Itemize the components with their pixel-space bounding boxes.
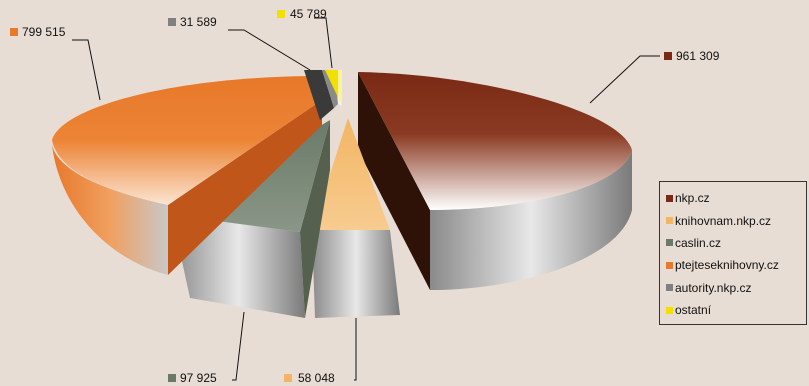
slice-nkp-cz bbox=[358, 72, 632, 290]
leader-line-kn bbox=[354, 318, 357, 381]
legend-label: nkp.cz bbox=[675, 191, 710, 206]
legend-swatch bbox=[666, 217, 673, 225]
legend-swatch bbox=[666, 261, 673, 269]
legend-item-ptejteseknihovny: ptejteseknihovny.cz bbox=[666, 254, 802, 276]
leader-line-nkp bbox=[589, 55, 660, 104]
legend-label: autority.nkp.cz bbox=[675, 280, 752, 295]
data-label-nkp: 961 309 bbox=[664, 49, 720, 63]
slice-ostatni bbox=[325, 70, 342, 106]
legend-item-knihovnam: knihovnam.nkp.cz bbox=[666, 209, 802, 231]
leader-line-pte bbox=[72, 39, 101, 101]
data-label-ostatni: 45 789 bbox=[277, 7, 327, 21]
data-label-ptejteseknihovny: 799 515 bbox=[10, 25, 66, 39]
leader-line-aut bbox=[228, 29, 311, 71]
legend-item-nkp: nkp.cz bbox=[666, 187, 802, 209]
legend-swatch bbox=[666, 306, 673, 314]
slice-ptejteseknihovny-cz bbox=[52, 76, 322, 275]
legend-label: ptejteseknihovny.cz bbox=[675, 258, 779, 273]
legend-item-ostatni: ostatní bbox=[666, 299, 802, 321]
slice-knihovnam-nkp-cz bbox=[312, 118, 400, 318]
svg-text:97 925: 97 925 bbox=[180, 371, 217, 385]
data-label-knihovnam: 58 048 bbox=[284, 371, 335, 385]
legend-label: caslin.cz bbox=[675, 235, 722, 250]
legend-swatch bbox=[666, 194, 673, 202]
legend-item-autority: autority.nkp.cz bbox=[666, 277, 802, 299]
legend-swatch bbox=[666, 284, 673, 292]
legend-swatch bbox=[666, 239, 673, 247]
data-label-autority: 31 589 bbox=[168, 15, 217, 29]
svg-text:58 048: 58 048 bbox=[298, 371, 335, 385]
svg-text:31 589: 31 589 bbox=[180, 15, 217, 29]
legend: nkp.cz knihovnam.nkp.cz caslin.cz ptejte… bbox=[659, 181, 807, 325]
svg-text:45 789: 45 789 bbox=[290, 7, 327, 21]
leader-line-ost bbox=[314, 17, 333, 69]
legend-item-caslin: caslin.cz bbox=[666, 232, 802, 254]
data-label-caslin: 97 925 bbox=[168, 371, 217, 385]
svg-text:961 309: 961 309 bbox=[676, 49, 720, 63]
legend-label: knihovnam.nkp.cz bbox=[675, 213, 772, 228]
legend-label: ostatní bbox=[675, 303, 712, 318]
svg-text:799 515: 799 515 bbox=[22, 25, 66, 39]
leader-line-cas bbox=[232, 311, 245, 381]
